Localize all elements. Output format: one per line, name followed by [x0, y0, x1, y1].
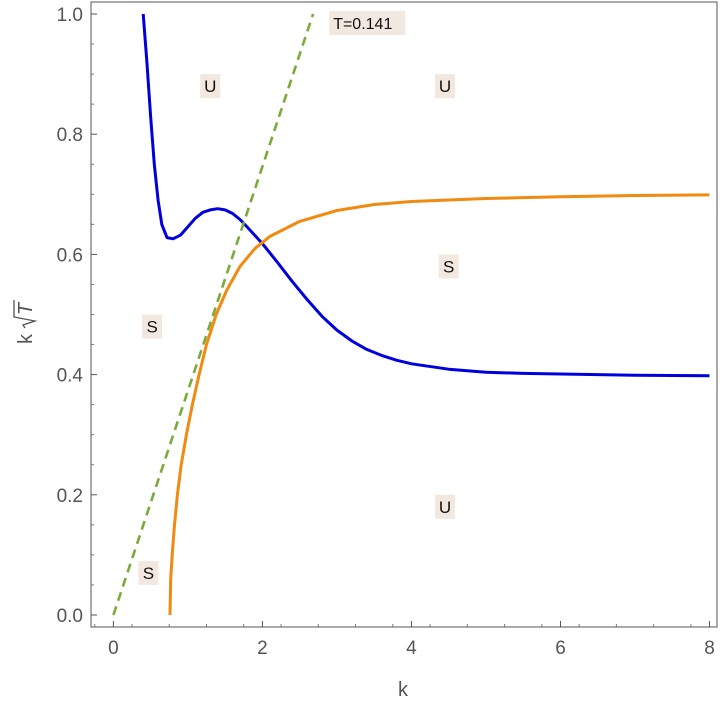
annotation-background: [438, 254, 459, 279]
region-label: S: [146, 318, 157, 337]
x-tick-label: 4: [406, 638, 417, 659]
temperature-annotation: T=0.141: [333, 16, 392, 33]
y-axis-ticks: 0.0 0.2 0.4 0.6 0.8 1.0: [57, 5, 97, 627]
y-tick-label: 1.0: [57, 5, 83, 26]
y-axis-label-k: k: [15, 333, 37, 344]
series-line-blue-curve: [141, 13, 710, 378]
annotation-background: [434, 494, 455, 519]
x-tick-label: 6: [555, 638, 566, 659]
y-tick-label: 0.2: [57, 486, 83, 507]
region-label: S: [443, 257, 454, 276]
annotation-background: [329, 11, 406, 36]
annotation-background: [142, 314, 163, 339]
plot-frame: [90, 1, 718, 628]
x-tick-label: 2: [257, 638, 268, 659]
series-line-orange-curve: [168, 193, 710, 616]
series-line-green-dashed-line: [112, 13, 315, 616]
y-tick-label: 0.4: [57, 366, 84, 387]
region-label: U: [439, 77, 451, 96]
x-axis-ticks: 0 2 4 6 8: [94, 621, 715, 659]
x-tick-label: 0: [108, 638, 119, 659]
y-axis-label-radicand: T: [15, 301, 37, 315]
y-axis-label-radical-sign: [13, 300, 38, 329]
y-tick-label: 0.0: [57, 606, 83, 627]
annotation-layer: U U S S U S T=0.141: [138, 11, 459, 585]
y-tick-label: 0.8: [57, 125, 83, 146]
region-label: S: [143, 564, 154, 583]
region-label: U: [439, 498, 451, 517]
x-axis-label: k: [398, 679, 409, 701]
y-axis-label: k T: [13, 300, 38, 344]
annotation-background: [200, 74, 221, 99]
series-layer: [112, 13, 710, 616]
region-label: U: [204, 77, 216, 96]
annotation-background: [138, 560, 159, 585]
annotation-background: [434, 74, 455, 99]
x-tick-label: 8: [704, 638, 715, 659]
y-tick-label: 0.6: [57, 245, 83, 266]
